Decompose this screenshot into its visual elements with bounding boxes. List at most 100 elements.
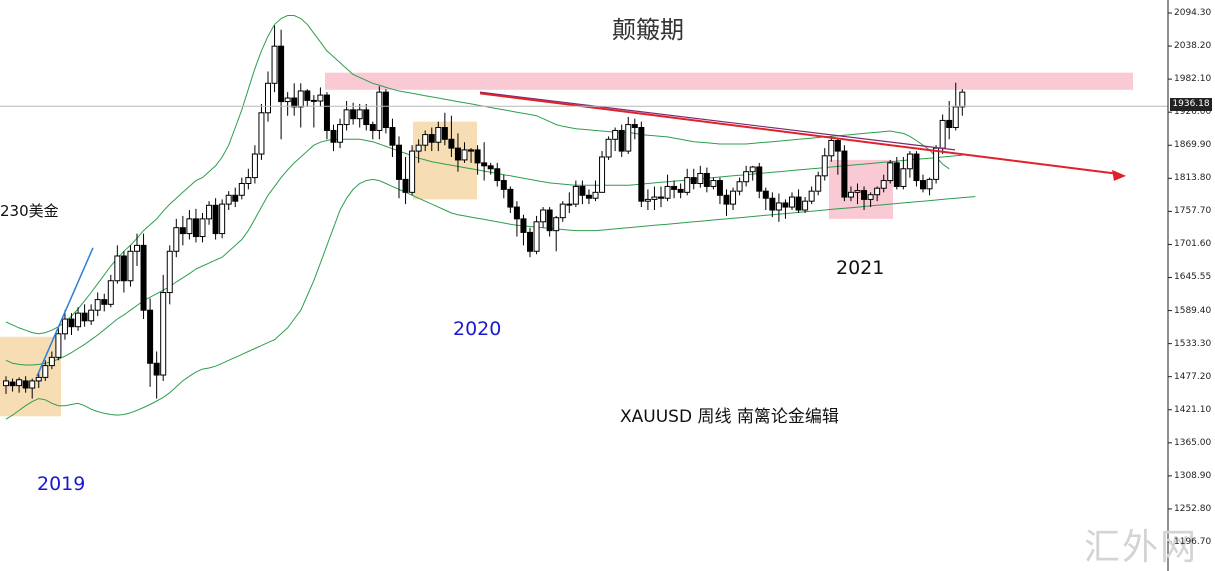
candle-up (815, 175, 822, 192)
candle-up (29, 380, 36, 389)
y-tick-label: 2038.20 (1174, 41, 1212, 52)
candle-up (317, 94, 324, 102)
y-tick-label: 1757.70 (1174, 206, 1212, 217)
candle-up (664, 185, 671, 199)
candle-down (913, 153, 920, 182)
candle-down (795, 196, 802, 211)
candle-up (749, 166, 756, 173)
candle-up (35, 376, 42, 382)
candle-up (802, 200, 809, 211)
candle-up (867, 194, 874, 200)
candle-up (939, 119, 946, 149)
candle-up (114, 255, 121, 282)
candle-down (618, 129, 625, 152)
candle-up (533, 221, 540, 252)
candle-up (225, 194, 232, 205)
candle-up (166, 250, 173, 294)
candle-up (789, 196, 795, 208)
candle-up (88, 309, 95, 322)
candle-down (585, 194, 592, 199)
candle-down (893, 162, 900, 187)
candle-down (703, 172, 710, 187)
candle-up (599, 156, 606, 193)
y-tick-label: 1869.90 (1174, 140, 1212, 151)
candle-up (952, 106, 959, 129)
candle-up (160, 292, 167, 376)
candle-up (540, 209, 547, 223)
candle-up (219, 203, 226, 235)
candle-down (520, 218, 527, 233)
candle-up (422, 134, 429, 146)
y-tick-label: 1421.10 (1174, 404, 1212, 415)
candle-up (173, 227, 180, 252)
candle-up (605, 138, 612, 158)
candle-up (887, 162, 894, 182)
y-tick-label: 1365.00 (1174, 437, 1212, 448)
candle-down (323, 94, 330, 131)
candle-down (363, 109, 370, 126)
candle-up (127, 250, 134, 282)
trend-line-dark (479, 91, 956, 151)
candle-down (527, 231, 533, 252)
candle-up (435, 127, 442, 143)
candle-up (933, 147, 940, 180)
candle-down (304, 90, 311, 101)
lower-band (5, 178, 976, 420)
candle-down (546, 209, 553, 232)
candle-down (382, 91, 389, 129)
candle-up (926, 178, 933, 190)
candle-up (415, 144, 422, 152)
y-tick-label: 2094.30 (1174, 8, 1212, 18)
candle-down (841, 150, 848, 198)
resistance-zone (325, 72, 1133, 90)
candle-down (769, 197, 776, 211)
candle-down (671, 185, 678, 190)
candle-up (134, 244, 140, 252)
candle-down (120, 255, 127, 282)
candle-up (61, 318, 68, 335)
candle-down (278, 45, 285, 103)
candle-up (42, 365, 49, 378)
candle-up (592, 191, 599, 199)
candle-down (179, 227, 186, 235)
candle-up (461, 149, 468, 161)
candle-up (808, 190, 815, 202)
candle-up (107, 280, 114, 305)
candle-down (723, 194, 730, 205)
candle-down (350, 109, 357, 120)
candle-up (559, 203, 566, 219)
candle-down (946, 119, 953, 129)
candle-down (389, 127, 396, 146)
year-label-2020: 2020 (453, 318, 502, 340)
candle-down (500, 180, 507, 190)
candle-down (68, 318, 75, 328)
candle-down (212, 204, 219, 235)
y-tick-label: 1701.60 (1174, 239, 1212, 250)
y-tick-label: 1982.10 (1174, 74, 1212, 85)
candle-up (238, 182, 245, 196)
candle-up (16, 379, 23, 387)
candle-down (756, 166, 763, 192)
candle-down (631, 124, 638, 129)
candle-up (75, 312, 82, 328)
candle-up (828, 139, 835, 157)
candle-down (481, 162, 488, 167)
candle-down (861, 190, 868, 200)
candle-up (251, 153, 258, 179)
candle-up (874, 187, 881, 196)
candle-down (22, 380, 29, 389)
year-label-2021: 2021 (836, 257, 885, 279)
candle-up (612, 129, 619, 140)
candle-up (710, 180, 717, 187)
candle-down (81, 312, 88, 322)
candle-down (782, 202, 789, 208)
candle-up (854, 190, 861, 193)
annotation-230: 230美金 (0, 202, 59, 220)
candle-up (775, 202, 782, 211)
candle-down (402, 178, 409, 193)
candle-down (920, 180, 926, 190)
candle-down (454, 147, 461, 161)
candle-up (199, 218, 206, 238)
